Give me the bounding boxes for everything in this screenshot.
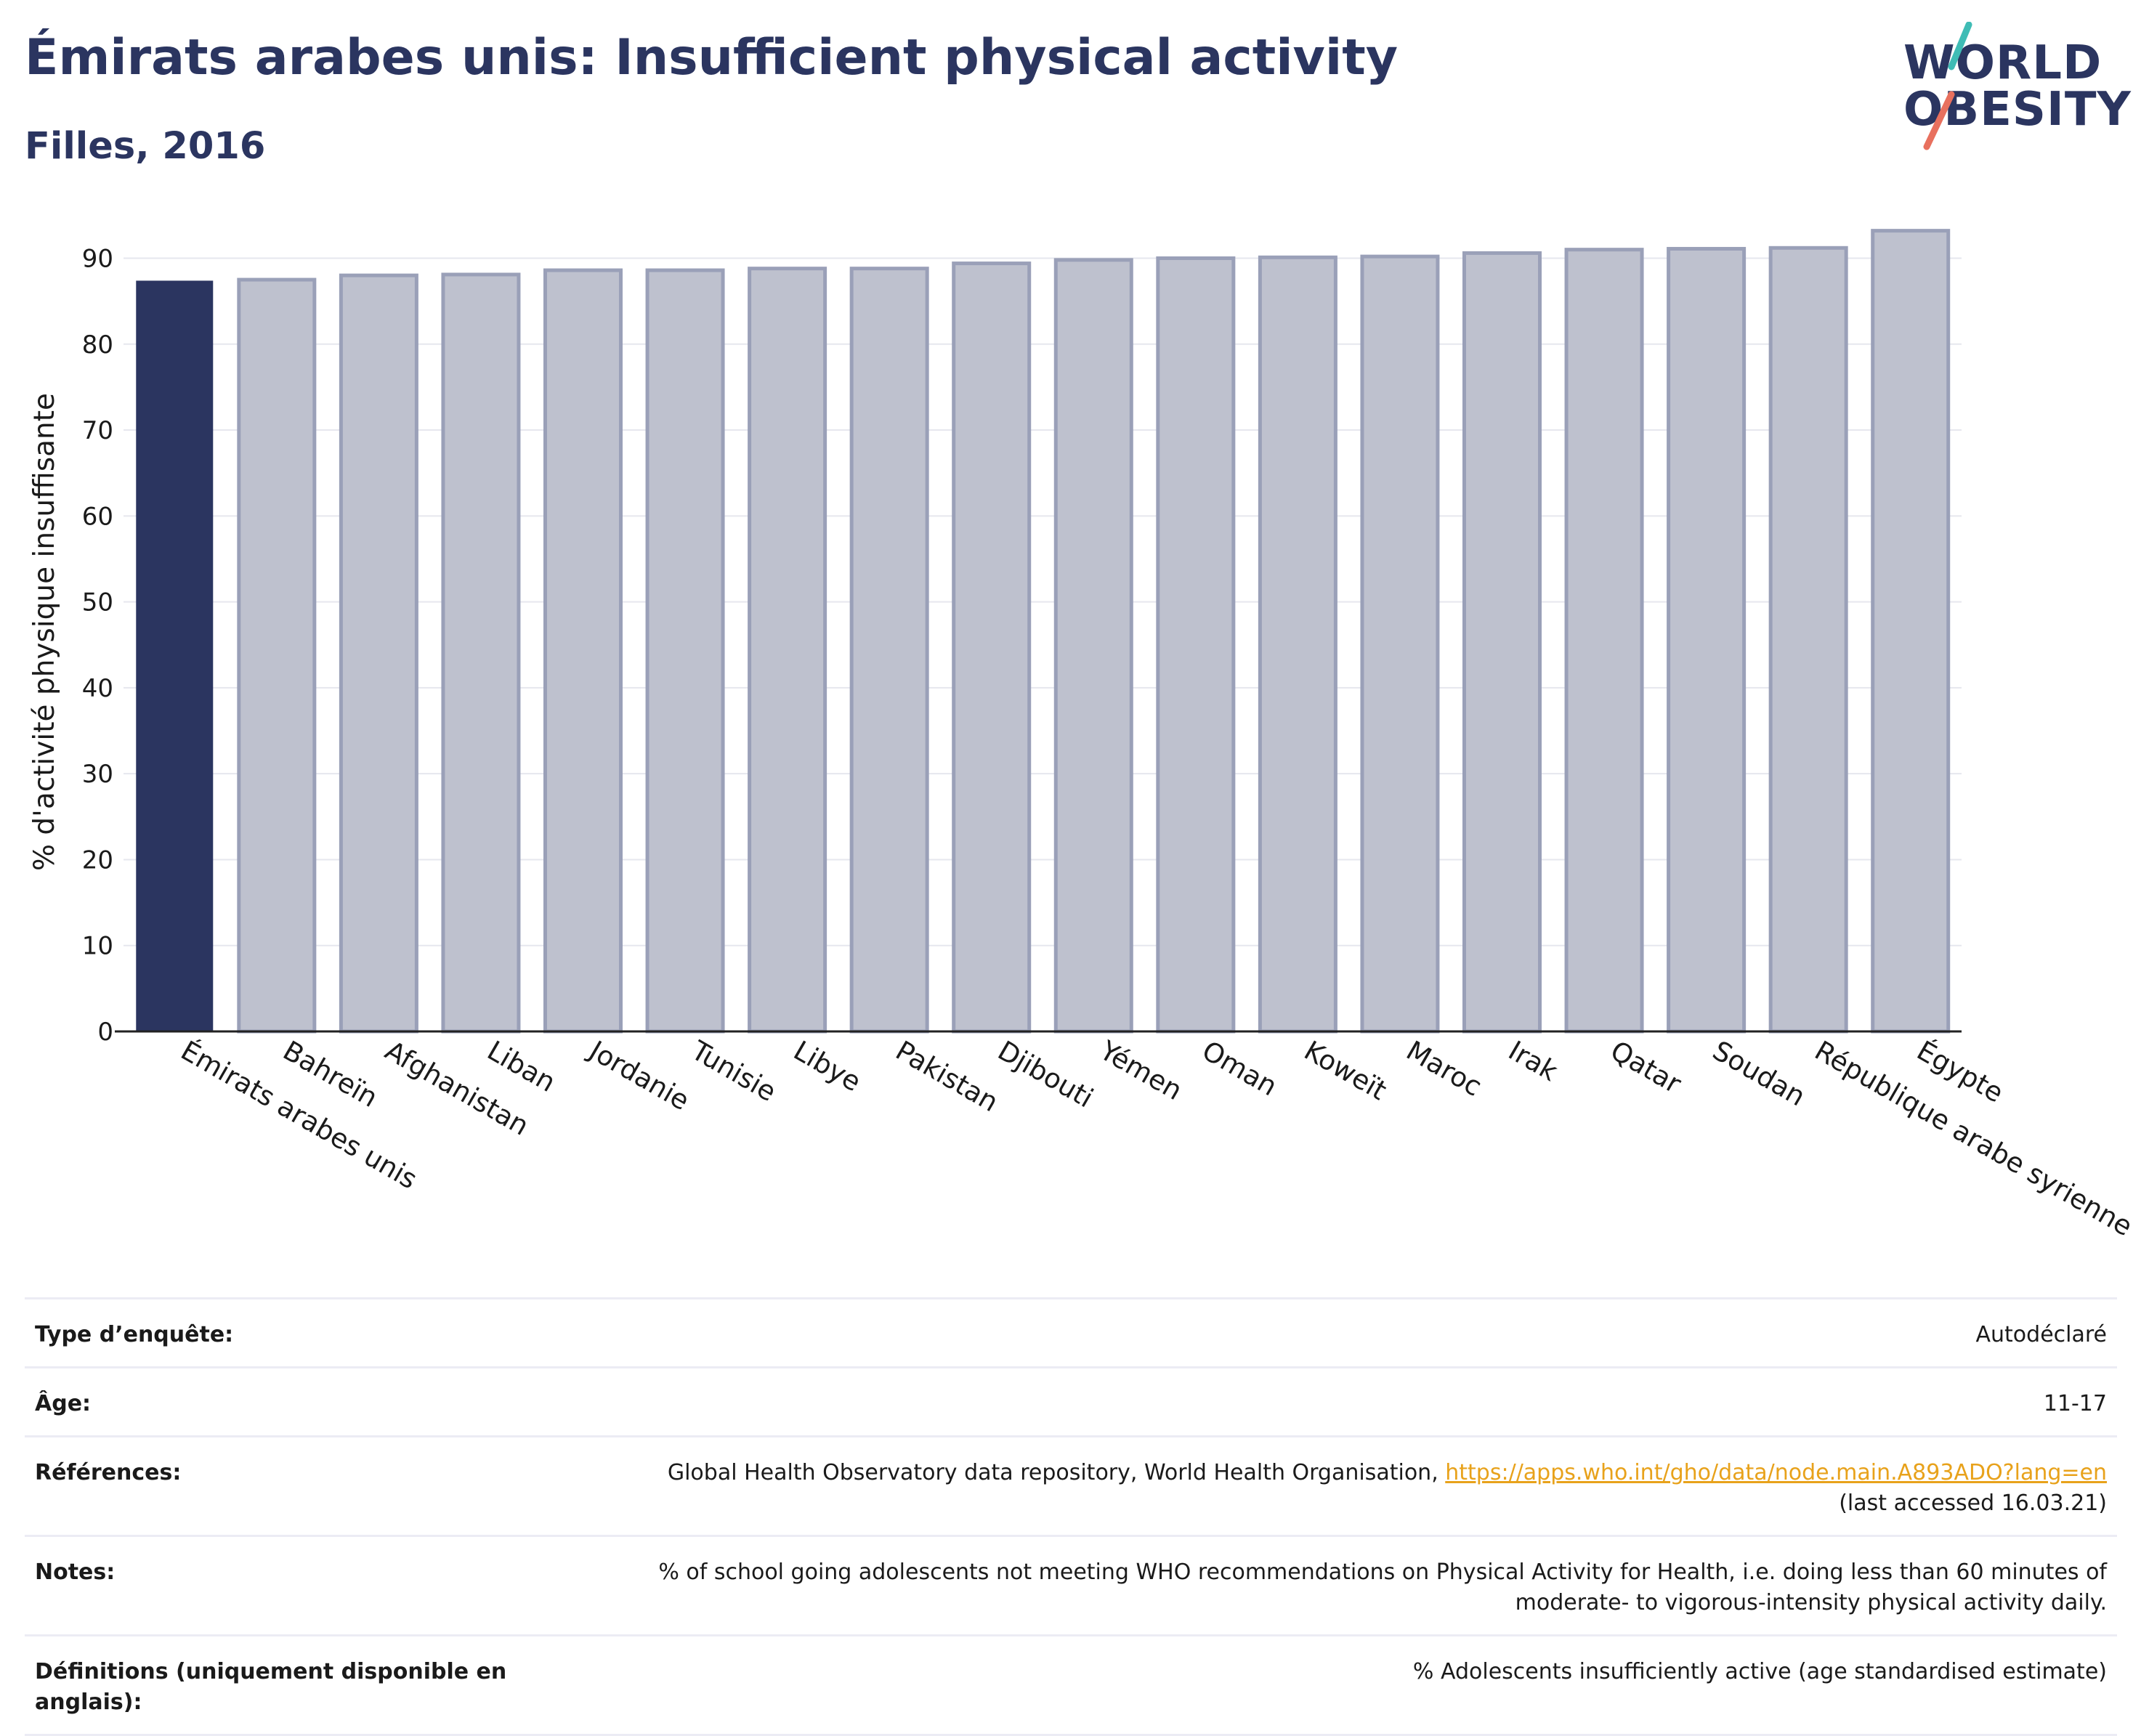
x-tick-label: Pakistan bbox=[891, 1035, 1004, 1119]
bar[interactable] bbox=[136, 280, 214, 1033]
bar[interactable] bbox=[339, 273, 418, 1034]
bar[interactable] bbox=[748, 267, 827, 1034]
y-tick-label: 30 bbox=[82, 760, 113, 789]
notes-line-1: % of school going adolescents not meetin… bbox=[658, 1559, 2107, 1585]
grid-layer bbox=[124, 257, 1962, 946]
bar[interactable] bbox=[1360, 254, 1440, 1034]
chart-subtitle: Filles, 2016 bbox=[25, 125, 266, 168]
y-tick-label: 40 bbox=[82, 674, 113, 703]
bar[interactable] bbox=[849, 267, 929, 1034]
world-obesity-logo: WORLD OBESITY bbox=[1889, 22, 2136, 156]
x-tick-label: Jordanie bbox=[583, 1034, 695, 1117]
x-tick-label: Yémen bbox=[1094, 1034, 1188, 1106]
bar[interactable] bbox=[1667, 246, 1747, 1034]
bar[interactable] bbox=[441, 272, 521, 1034]
chart-title: Émirats arabes unis: Insufficient physic… bbox=[25, 29, 1399, 86]
x-tick-label: Soudan bbox=[1707, 1035, 1810, 1113]
definitions-row: Définitions (uniquement disponible en an… bbox=[25, 1634, 2117, 1736]
logo-slash-icon bbox=[1923, 22, 1972, 150]
logo-word-world: WORLD bbox=[1903, 36, 2103, 90]
bar[interactable] bbox=[1564, 248, 1644, 1034]
x-tick-label: Tunisie bbox=[686, 1034, 782, 1108]
survey-type-label: Type d’enquête: bbox=[25, 1297, 514, 1368]
notes-row: Notes: % of school going adolescents not… bbox=[25, 1535, 2117, 1636]
references-accessed: (last accessed 16.03.21) bbox=[1839, 1490, 2107, 1516]
bar[interactable] bbox=[1871, 229, 1951, 1034]
bar[interactable] bbox=[237, 277, 317, 1034]
x-tick-label: Qatar bbox=[1606, 1035, 1687, 1100]
x-tick-label: Maroc bbox=[1401, 1035, 1486, 1103]
bar[interactable] bbox=[1768, 246, 1848, 1034]
age-value: 11-17 bbox=[514, 1366, 2117, 1437]
y-tick-label: 90 bbox=[82, 244, 113, 273]
notes-label: Notes: bbox=[25, 1535, 514, 1636]
y-tick-label: 60 bbox=[82, 502, 113, 531]
age-label: Âge: bbox=[25, 1366, 514, 1437]
references-link[interactable]: https://apps.who.int/gho/data/node.main.… bbox=[1445, 1460, 2107, 1485]
bar[interactable] bbox=[1053, 258, 1133, 1034]
bars-layer bbox=[136, 229, 1951, 1034]
references-label: Références: bbox=[25, 1435, 514, 1537]
bar[interactable] bbox=[1258, 255, 1337, 1034]
x-tick-label: Koweït bbox=[1299, 1035, 1392, 1107]
bar[interactable] bbox=[1462, 251, 1542, 1034]
age-row: Âge: 11-17 bbox=[25, 1366, 2117, 1437]
notes-value: % of school going adolescents not meetin… bbox=[514, 1535, 2117, 1636]
y-tick-label: 20 bbox=[82, 845, 113, 875]
x-tick-label: Irak bbox=[1503, 1035, 1563, 1088]
survey-type-row: Type d’enquête: Autodéclaré bbox=[25, 1297, 2117, 1368]
y-axis-title: % d'activité physique insuffisante bbox=[28, 393, 61, 871]
bar[interactable] bbox=[1156, 256, 1236, 1034]
info-table: Type d’enquête: Autodéclaré Âge: 11-17 R… bbox=[25, 1297, 2117, 1736]
y-tick-label: 0 bbox=[97, 1018, 113, 1047]
survey-type-value: Autodéclaré bbox=[514, 1297, 2117, 1368]
y-tick-label: 50 bbox=[82, 588, 113, 617]
references-text: Global Health Observatory data repositor… bbox=[667, 1460, 1446, 1485]
y-tick-label: 80 bbox=[82, 330, 113, 360]
references-value: Global Health Observatory data repositor… bbox=[514, 1435, 2117, 1537]
y-tick-label: 70 bbox=[82, 416, 113, 445]
bar[interactable] bbox=[952, 261, 1032, 1034]
bar[interactable] bbox=[645, 268, 725, 1034]
bar[interactable] bbox=[543, 268, 623, 1034]
x-tick-label: Djibouti bbox=[992, 1035, 1098, 1114]
x-tick-label: Oman bbox=[1197, 1035, 1282, 1103]
x-tick-label: Liban bbox=[482, 1035, 561, 1098]
definitions-label: Définitions (uniquement disponible en an… bbox=[25, 1634, 514, 1736]
references-row: Références: Global Health Observatory da… bbox=[25, 1435, 2117, 1537]
notes-line-2: moderate- to vigorous-intensity physical… bbox=[1515, 1590, 2107, 1615]
x-tick-label: Libye bbox=[788, 1035, 866, 1098]
definitions-value: % Adolescents insufficiently active (age… bbox=[514, 1634, 2117, 1736]
y-tick-label: 10 bbox=[82, 932, 113, 961]
